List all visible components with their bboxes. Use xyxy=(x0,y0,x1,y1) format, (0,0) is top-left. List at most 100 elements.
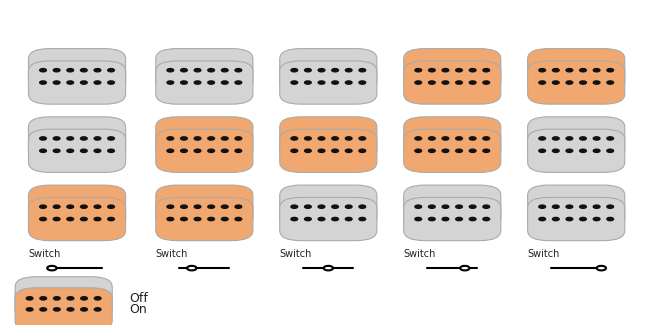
Text: On: On xyxy=(129,303,147,316)
Circle shape xyxy=(305,69,312,72)
Circle shape xyxy=(429,137,436,140)
FancyBboxPatch shape xyxy=(279,185,377,228)
Circle shape xyxy=(318,205,325,208)
Circle shape xyxy=(26,308,33,311)
Circle shape xyxy=(566,205,573,208)
Circle shape xyxy=(593,69,600,72)
Circle shape xyxy=(67,69,74,72)
Circle shape xyxy=(291,137,297,140)
Circle shape xyxy=(415,81,421,84)
Circle shape xyxy=(318,137,325,140)
Circle shape xyxy=(40,205,46,208)
Circle shape xyxy=(607,217,614,221)
Circle shape xyxy=(187,266,196,270)
Circle shape xyxy=(593,81,600,84)
Circle shape xyxy=(345,69,352,72)
Circle shape xyxy=(80,137,87,140)
Circle shape xyxy=(345,149,352,152)
Circle shape xyxy=(181,137,188,140)
Circle shape xyxy=(345,81,352,84)
Circle shape xyxy=(194,205,201,208)
FancyBboxPatch shape xyxy=(155,117,253,160)
Circle shape xyxy=(108,217,115,221)
Circle shape xyxy=(607,205,614,208)
Circle shape xyxy=(305,205,312,208)
Circle shape xyxy=(235,205,242,208)
Circle shape xyxy=(429,69,436,72)
Circle shape xyxy=(553,137,559,140)
Circle shape xyxy=(40,69,46,72)
Circle shape xyxy=(456,217,462,221)
FancyBboxPatch shape xyxy=(28,129,126,173)
Circle shape xyxy=(469,149,476,152)
Circle shape xyxy=(324,266,333,270)
Circle shape xyxy=(54,297,60,300)
Circle shape xyxy=(553,205,559,208)
Circle shape xyxy=(553,217,559,221)
Circle shape xyxy=(607,81,614,84)
Circle shape xyxy=(456,69,462,72)
FancyBboxPatch shape xyxy=(403,61,501,104)
Circle shape xyxy=(291,81,297,84)
Text: Switch: Switch xyxy=(279,249,312,259)
Circle shape xyxy=(54,205,60,208)
Circle shape xyxy=(181,217,188,221)
FancyBboxPatch shape xyxy=(155,61,253,104)
Text: Switch: Switch xyxy=(403,249,436,259)
Circle shape xyxy=(580,137,586,140)
Circle shape xyxy=(305,81,312,84)
Circle shape xyxy=(108,137,115,140)
FancyBboxPatch shape xyxy=(28,198,126,241)
Circle shape xyxy=(194,81,201,84)
Text: Switch: Switch xyxy=(29,249,61,259)
Circle shape xyxy=(305,137,312,140)
Circle shape xyxy=(539,137,545,140)
Circle shape xyxy=(483,205,490,208)
Circle shape xyxy=(345,205,352,208)
Circle shape xyxy=(359,69,366,72)
Circle shape xyxy=(483,69,490,72)
Circle shape xyxy=(593,137,600,140)
Circle shape xyxy=(429,217,436,221)
FancyBboxPatch shape xyxy=(528,185,624,228)
FancyBboxPatch shape xyxy=(28,48,126,92)
Circle shape xyxy=(291,205,297,208)
Circle shape xyxy=(442,81,449,84)
Circle shape xyxy=(67,149,74,152)
Circle shape xyxy=(167,205,174,208)
Circle shape xyxy=(456,137,462,140)
Circle shape xyxy=(80,81,87,84)
Circle shape xyxy=(181,205,188,208)
Circle shape xyxy=(208,69,214,72)
Circle shape xyxy=(607,149,614,152)
FancyBboxPatch shape xyxy=(279,61,377,104)
Circle shape xyxy=(167,81,174,84)
Text: Off: Off xyxy=(129,292,148,305)
Circle shape xyxy=(607,69,614,72)
Circle shape xyxy=(221,149,228,152)
Circle shape xyxy=(483,137,490,140)
Circle shape xyxy=(607,137,614,140)
FancyBboxPatch shape xyxy=(528,129,624,173)
Circle shape xyxy=(566,81,573,84)
Circle shape xyxy=(580,81,586,84)
Circle shape xyxy=(221,217,228,221)
Circle shape xyxy=(566,69,573,72)
Circle shape xyxy=(221,137,228,140)
FancyBboxPatch shape xyxy=(155,185,253,228)
Circle shape xyxy=(593,217,600,221)
Circle shape xyxy=(194,217,201,221)
Circle shape xyxy=(40,137,46,140)
Circle shape xyxy=(48,266,57,270)
Circle shape xyxy=(235,217,242,221)
Circle shape xyxy=(553,149,559,152)
Circle shape xyxy=(291,217,297,221)
Circle shape xyxy=(318,217,325,221)
Circle shape xyxy=(539,149,545,152)
Circle shape xyxy=(305,149,312,152)
Circle shape xyxy=(40,297,47,300)
Circle shape xyxy=(54,217,60,221)
Circle shape xyxy=(80,205,87,208)
Circle shape xyxy=(593,149,600,152)
Circle shape xyxy=(359,81,366,84)
